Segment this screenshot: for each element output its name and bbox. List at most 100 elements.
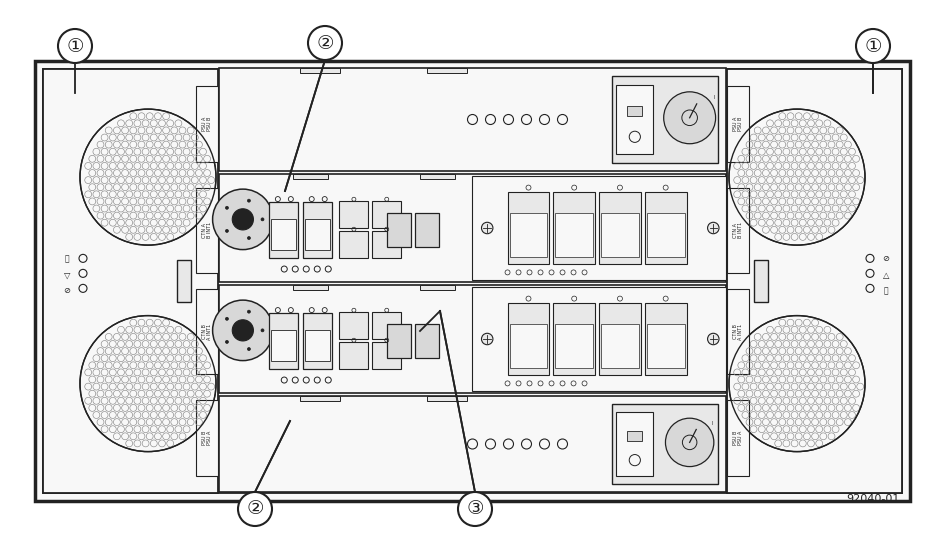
Circle shape — [232, 209, 253, 230]
Bar — [507, 192, 548, 264]
Bar — [555, 325, 593, 368]
Bar — [552, 192, 595, 264]
Text: ⊘: ⊘ — [63, 286, 71, 295]
Bar — [35, 61, 909, 501]
Bar — [644, 302, 686, 375]
Bar — [339, 231, 368, 258]
Bar — [219, 174, 725, 282]
Circle shape — [226, 229, 228, 233]
Bar — [372, 231, 401, 258]
Bar — [293, 285, 328, 290]
Bar — [305, 219, 329, 250]
Text: CTN B
A INT1: CTN B A INT1 — [732, 324, 743, 340]
Circle shape — [665, 418, 713, 467]
Text: △: △ — [882, 271, 888, 280]
Bar — [419, 285, 454, 290]
Circle shape — [707, 333, 718, 345]
Circle shape — [707, 222, 718, 234]
Text: PSU A
PSU B: PSU A PSU B — [732, 117, 743, 131]
Bar — [300, 396, 340, 401]
Text: PSU B
PSU A: PSU B PSU A — [201, 431, 212, 445]
Bar — [305, 330, 329, 361]
Text: ⊘: ⊘ — [882, 254, 888, 263]
Bar — [219, 285, 725, 393]
Bar — [303, 202, 331, 258]
Text: ②: ② — [316, 34, 333, 52]
Text: 🔌: 🔌 — [883, 286, 887, 295]
Circle shape — [58, 29, 92, 63]
Bar — [43, 69, 218, 493]
Bar — [627, 106, 642, 116]
Bar — [600, 325, 638, 368]
Bar — [271, 219, 295, 250]
Circle shape — [247, 199, 250, 202]
Circle shape — [212, 300, 273, 360]
Circle shape — [247, 348, 250, 350]
Bar — [598, 302, 640, 375]
Bar — [555, 213, 593, 257]
Circle shape — [80, 316, 216, 452]
Bar — [753, 260, 767, 302]
Bar — [726, 188, 749, 273]
Bar — [615, 85, 652, 154]
Bar — [387, 213, 411, 247]
Bar — [726, 69, 901, 493]
Circle shape — [855, 29, 889, 63]
Circle shape — [80, 109, 216, 245]
Circle shape — [663, 92, 715, 144]
Text: PSU A
PSU B: PSU A PSU B — [201, 117, 212, 131]
Text: PSU B
PSU A: PSU B PSU A — [732, 431, 743, 445]
Bar — [300, 68, 340, 73]
Bar — [339, 312, 368, 339]
Text: ①: ① — [66, 36, 84, 56]
Bar — [195, 399, 218, 476]
Bar — [387, 324, 411, 359]
Text: CTN A
B INT1: CTN A B INT1 — [732, 222, 743, 238]
Text: I: I — [711, 420, 713, 425]
Bar — [195, 188, 218, 273]
Bar — [339, 201, 368, 228]
Bar — [43, 69, 901, 493]
Circle shape — [261, 218, 263, 221]
Bar — [646, 325, 683, 368]
Bar — [195, 86, 218, 163]
Circle shape — [226, 206, 228, 209]
Bar — [339, 342, 368, 369]
Bar — [615, 412, 652, 476]
Bar — [427, 396, 466, 401]
Text: ③: ③ — [465, 500, 483, 518]
Circle shape — [238, 492, 272, 526]
Circle shape — [728, 316, 864, 452]
Text: CTN A
B INT1: CTN A B INT1 — [201, 222, 212, 238]
Bar — [414, 324, 438, 359]
Bar — [219, 396, 725, 492]
Bar — [269, 313, 297, 369]
Bar — [269, 202, 297, 258]
Text: 92040-01: 92040-01 — [846, 494, 899, 504]
Bar — [293, 174, 328, 179]
Bar — [372, 312, 401, 339]
Bar — [552, 302, 595, 375]
Circle shape — [261, 329, 263, 332]
Bar — [507, 302, 548, 375]
Bar — [646, 213, 683, 257]
Circle shape — [247, 310, 250, 313]
Circle shape — [232, 320, 253, 341]
Circle shape — [226, 317, 228, 320]
Bar — [600, 213, 638, 257]
Bar — [419, 174, 454, 179]
Circle shape — [212, 189, 273, 250]
Bar — [414, 213, 438, 247]
Text: ①: ① — [864, 36, 881, 56]
Circle shape — [226, 341, 228, 343]
Text: ②: ② — [246, 500, 263, 518]
Bar — [726, 399, 749, 476]
Bar — [372, 342, 401, 369]
Bar — [219, 68, 725, 171]
Circle shape — [308, 26, 342, 60]
Bar — [612, 76, 717, 163]
Text: CTN B
A INT1: CTN B A INT1 — [201, 324, 212, 340]
Circle shape — [247, 236, 250, 240]
Circle shape — [458, 492, 492, 526]
Text: 🔌: 🔌 — [64, 254, 69, 263]
